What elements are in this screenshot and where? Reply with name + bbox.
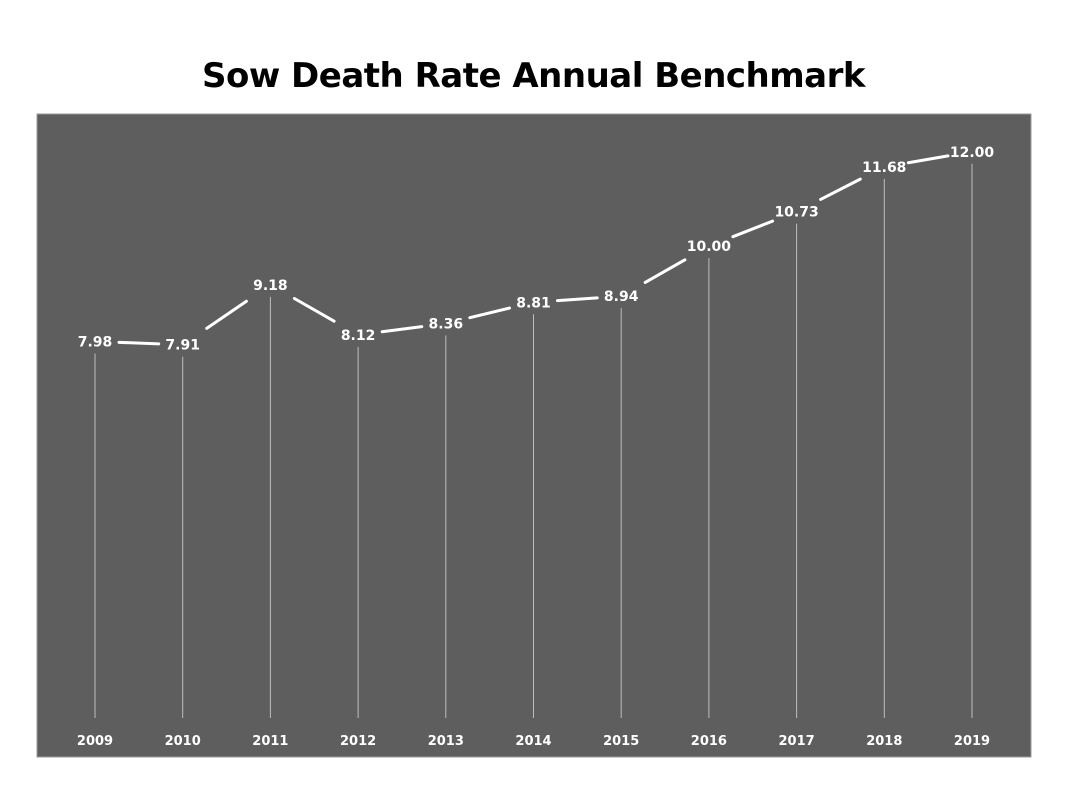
x-tick-label-2018: 2018 — [866, 734, 902, 749]
line-segment-2010-2011 — [205, 299, 248, 330]
line-segment-2009-2010 — [117, 340, 161, 346]
line-segment-2018-2019 — [906, 154, 950, 165]
x-tick-label-2010: 2010 — [165, 734, 201, 749]
x-tick-label-2017: 2017 — [779, 734, 815, 749]
x-tick-label-2011: 2011 — [252, 734, 288, 749]
data-label-2017: 10.73 — [774, 205, 818, 221]
x-axis-tick-labels: 2009 2010 2011 2012 2013 2014 2015 2016 2017 2018… — [77, 734, 990, 749]
series-line — [117, 154, 950, 346]
x-tick-label-2015: 2015 — [603, 734, 639, 749]
data-label-2018: 11.68 — [862, 160, 906, 176]
data-labels: 7.98 7.91 9.18 8.12 8.36 8.81 8.94 10.00 10.73 11… — [78, 145, 995, 354]
x-tick-label-2019: 2019 — [954, 734, 990, 749]
x-tick-label-2013: 2013 — [428, 734, 464, 749]
line-segment-2013-2014 — [468, 306, 511, 320]
line-segment-2014-2015 — [556, 296, 599, 303]
data-label-2016: 10.00 — [687, 239, 732, 255]
data-label-2009: 7.98 — [78, 334, 113, 350]
data-label-2014: 8.81 — [516, 295, 551, 311]
line-segment-2017-2018 — [819, 177, 862, 201]
x-tick-label-2014: 2014 — [515, 734, 551, 749]
data-label-2015: 8.94 — [604, 289, 639, 305]
drop-lines — [94, 163, 973, 718]
x-tick-label-2016: 2016 — [691, 734, 727, 749]
data-label-2011: 9.18 — [253, 278, 288, 294]
data-label-2019: 12.00 — [950, 145, 995, 161]
x-tick-label-2009: 2009 — [77, 734, 113, 749]
line-segment-2016-2017 — [731, 219, 775, 239]
data-label-2010: 7.91 — [165, 338, 200, 354]
line-segment-2012-2013 — [380, 325, 424, 334]
line-segment-2011-2012 — [292, 297, 336, 323]
data-label-2012: 8.12 — [341, 328, 376, 344]
line-segment-2015-2016 — [643, 258, 687, 284]
data-label-2013: 8.36 — [429, 317, 464, 333]
x-tick-label-2012: 2012 — [340, 734, 376, 749]
chart-title: Sow Death Rate Annual Benchmark — [201, 56, 866, 96]
